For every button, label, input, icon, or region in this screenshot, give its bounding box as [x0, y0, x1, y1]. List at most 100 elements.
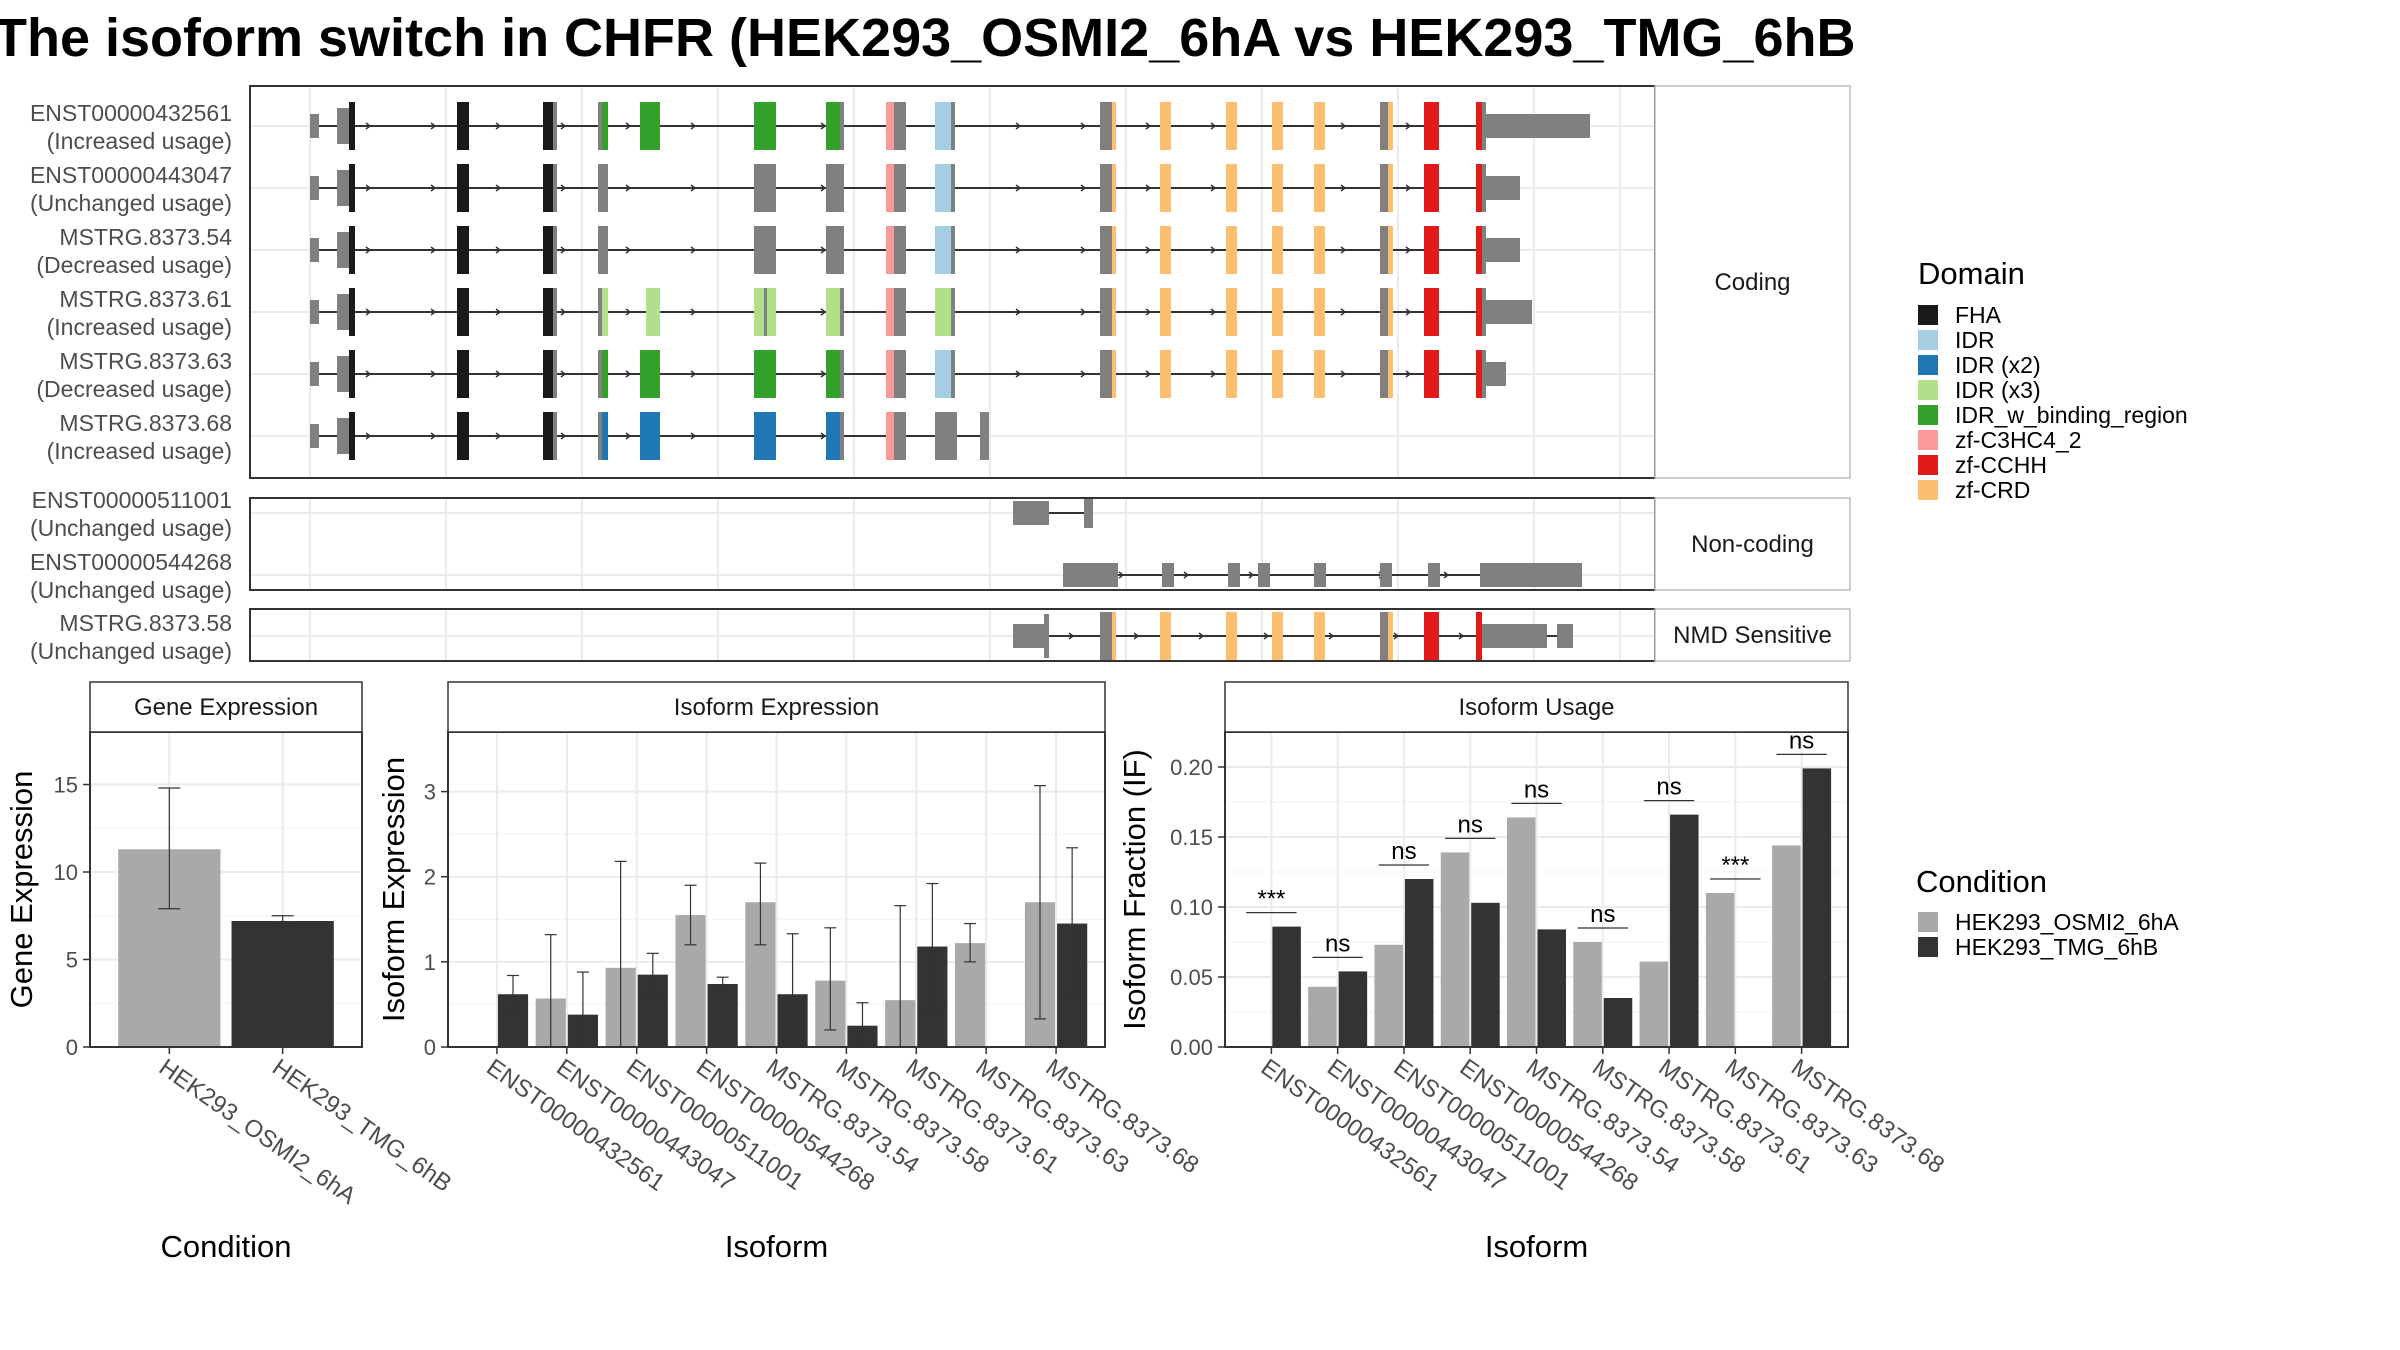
exon-block	[1380, 350, 1388, 398]
intron-arrow	[365, 246, 372, 254]
exon-block	[1112, 226, 1116, 274]
exon-block	[894, 102, 906, 150]
intron-arrow	[625, 122, 632, 130]
intron-arrow	[1145, 246, 1152, 254]
isoform-expression-panel: Isoform Expression0123ENST00000432561ENS…	[376, 681, 1204, 1264]
exon-block	[1226, 612, 1237, 660]
exon-block	[640, 102, 660, 150]
exon-block	[951, 226, 955, 274]
intron-arrow	[625, 370, 632, 378]
bar	[1772, 845, 1801, 1047]
panel-strip	[89, 681, 363, 733]
intron-arrow	[1118, 571, 1125, 579]
intron-arrow	[495, 432, 502, 440]
significance-label: ***	[1257, 886, 1285, 913]
bar	[1471, 902, 1500, 1047]
exon-block	[1388, 226, 1393, 274]
exon-block	[1314, 226, 1325, 274]
domain-legend-key	[1918, 330, 1938, 350]
y-tick-label: 0	[66, 1035, 78, 1060]
exon-block	[1480, 563, 1582, 587]
intron-arrow	[1405, 308, 1412, 316]
intron-arrow	[365, 184, 372, 192]
exon-block	[1476, 350, 1482, 398]
exon-block	[1272, 102, 1283, 150]
exon-block	[1272, 226, 1283, 274]
exon-block	[1226, 164, 1237, 212]
bar	[1404, 879, 1434, 1047]
domain-legend-key	[1918, 355, 1938, 375]
exon-block	[602, 102, 608, 150]
exon-block	[1380, 288, 1388, 336]
x-axis-title: Condition	[161, 1229, 292, 1264]
exon-block	[1272, 288, 1283, 336]
exon-block	[1482, 288, 1486, 336]
intron-arrow	[1080, 246, 1087, 254]
exon-block	[543, 350, 553, 398]
exon-block	[754, 350, 776, 398]
intron-arrow	[430, 370, 437, 378]
group-panel-background	[250, 498, 1655, 590]
exon-block	[1226, 288, 1237, 336]
transcript-row	[310, 288, 1532, 336]
y-tick-label: 0.20	[1170, 755, 1213, 780]
domain-legend-label: IDR (x2)	[1955, 352, 2041, 378]
y-axis-title: Isoform Expression	[376, 757, 411, 1022]
exon-block	[1482, 226, 1486, 274]
intron-arrow	[1405, 122, 1412, 130]
intron-arrow	[625, 432, 632, 440]
exon-block	[543, 288, 553, 336]
intron-arrow	[430, 246, 437, 254]
exon-block	[894, 412, 906, 460]
exon-block	[826, 412, 840, 460]
intron-arrow	[820, 184, 827, 192]
intron-arrow	[1015, 308, 1022, 316]
intron-arrow	[495, 246, 502, 254]
significance-label: ns	[1656, 774, 1681, 801]
exon-block	[646, 288, 660, 336]
exon-block	[1226, 226, 1237, 274]
bar	[1308, 986, 1337, 1047]
exon-block	[894, 226, 906, 274]
y-tick-label: 15	[54, 773, 78, 798]
exon-block	[1160, 612, 1171, 660]
transcript-structure-plot: ENST00000432561(Increased usage)ENST0000…	[30, 85, 1851, 664]
exon-block	[754, 102, 776, 150]
exon-block	[980, 412, 989, 460]
exon-block	[1272, 164, 1283, 212]
transcript-id-label: ENST00000443047	[30, 162, 232, 188]
y-tick-label: 0.15	[1170, 825, 1213, 850]
exon-block	[598, 412, 602, 460]
condition-legend-key	[1918, 937, 1938, 957]
exon-block	[1160, 164, 1171, 212]
x-axis-title: Isoform	[725, 1229, 828, 1264]
exon-block	[457, 164, 469, 212]
exon-block	[894, 288, 906, 336]
intron-arrow	[1015, 122, 1022, 130]
bar	[1272, 926, 1301, 1047]
exon-block	[337, 232, 349, 268]
bar	[1338, 971, 1368, 1047]
exon-block	[457, 288, 469, 336]
significance-label: ns	[1524, 776, 1549, 803]
exon-block	[1482, 164, 1486, 212]
utr-block	[1486, 362, 1506, 386]
intron-arrow	[365, 122, 372, 130]
exon-block	[598, 164, 608, 212]
bar	[707, 984, 738, 1047]
group-strip	[1654, 608, 1851, 662]
exon-block	[310, 362, 319, 386]
exon-block	[1388, 612, 1393, 660]
condition-legend-title: Condition	[1916, 864, 2047, 899]
bar	[1573, 942, 1602, 1047]
exon-block	[951, 102, 955, 150]
transcript-usage-label: (Unchanged usage)	[30, 190, 232, 216]
intron-arrow	[560, 308, 567, 316]
exon-block	[1388, 164, 1393, 212]
exon-block	[935, 350, 951, 398]
transcript-usage-label: (Increased usage)	[47, 438, 232, 464]
intron-arrow	[1145, 370, 1152, 378]
intron-arrow	[1458, 632, 1465, 640]
exon-block	[598, 102, 602, 150]
